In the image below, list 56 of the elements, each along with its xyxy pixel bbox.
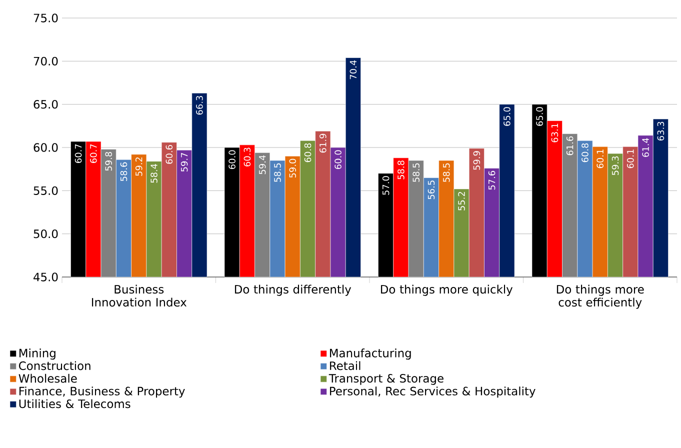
data-label: 59.4 xyxy=(258,155,266,174)
legend-label: Retail xyxy=(330,361,360,370)
legend-label: Construction xyxy=(19,361,90,370)
legend-label: Mining xyxy=(19,348,56,360)
y-tick-label: 45.0 xyxy=(34,272,58,282)
data-label: 57.6 xyxy=(488,170,496,190)
x-tick-label: Do things more cost efficiently xyxy=(556,284,644,309)
x-tick-label: Do things more quickly xyxy=(380,284,513,296)
data-label: 65.0 xyxy=(536,107,543,126)
data-label: 60.8 xyxy=(304,143,312,162)
legend-label: Manufacturing xyxy=(330,348,411,360)
data-label: 60.8 xyxy=(582,143,588,162)
data-label: 60.6 xyxy=(166,145,173,164)
legend-label: Transport & Storage xyxy=(328,374,444,385)
data-label: 58.5 xyxy=(274,163,281,182)
data-label: 63.1 xyxy=(551,124,558,142)
y-tick-label: 50.0 xyxy=(34,230,58,238)
data-label: 58.5 xyxy=(412,163,420,182)
data-label: 65.0 xyxy=(504,107,510,126)
data-label: 60.7 xyxy=(90,144,97,163)
data-label: 57.0 xyxy=(382,176,390,195)
data-label: 61.4 xyxy=(642,138,649,157)
data-label: 55.2 xyxy=(458,192,465,210)
data-label: 56.5 xyxy=(428,180,435,200)
legend-label: Utilities & Telecoms xyxy=(19,399,130,408)
data-label: 58.6 xyxy=(120,162,128,182)
data-label: 58.4 xyxy=(150,164,158,183)
data-label: 58.8 xyxy=(398,160,404,180)
y-tick-label: 55.0 xyxy=(34,186,58,195)
data-label: 59.3 xyxy=(612,156,619,175)
data-label: 60.1 xyxy=(596,150,604,168)
data-label: 61.9 xyxy=(320,134,326,153)
data-label: 60.7 xyxy=(74,144,82,163)
y-tick-label: 75.0 xyxy=(34,14,58,22)
data-label: 61.6 xyxy=(566,136,574,156)
legend-label: Finance, Business & Property xyxy=(19,386,185,398)
legend-label: Personal, Rec Services & Hospitality xyxy=(330,386,536,398)
y-tick-label: 70.0 xyxy=(34,56,58,66)
data-label: 59.8 xyxy=(105,152,112,171)
data-label: 66.3 xyxy=(196,96,203,115)
data-label: 60.3 xyxy=(244,148,251,166)
x-tick-label: Do things differently xyxy=(234,284,352,296)
data-label: 60.0 xyxy=(334,150,342,169)
data-label: 59.9 xyxy=(473,151,480,170)
data-label: 59.0 xyxy=(289,158,296,178)
data-label: 60.1 xyxy=(627,150,634,168)
y-tick-label: 65.0 xyxy=(34,100,58,109)
data-label: 63.3 xyxy=(657,122,664,140)
data-label: 60.0 xyxy=(228,150,236,169)
y-tick-label: 60.0 xyxy=(34,143,58,152)
data-label: 59.7 xyxy=(180,153,188,172)
data-label: 70.4 xyxy=(350,60,357,80)
data-label: 58.5 xyxy=(442,163,450,182)
legend-label: Wholesale xyxy=(18,374,77,383)
x-tick-label: Business Innovation Index xyxy=(92,284,187,307)
data-label: 59.2 xyxy=(135,157,142,176)
